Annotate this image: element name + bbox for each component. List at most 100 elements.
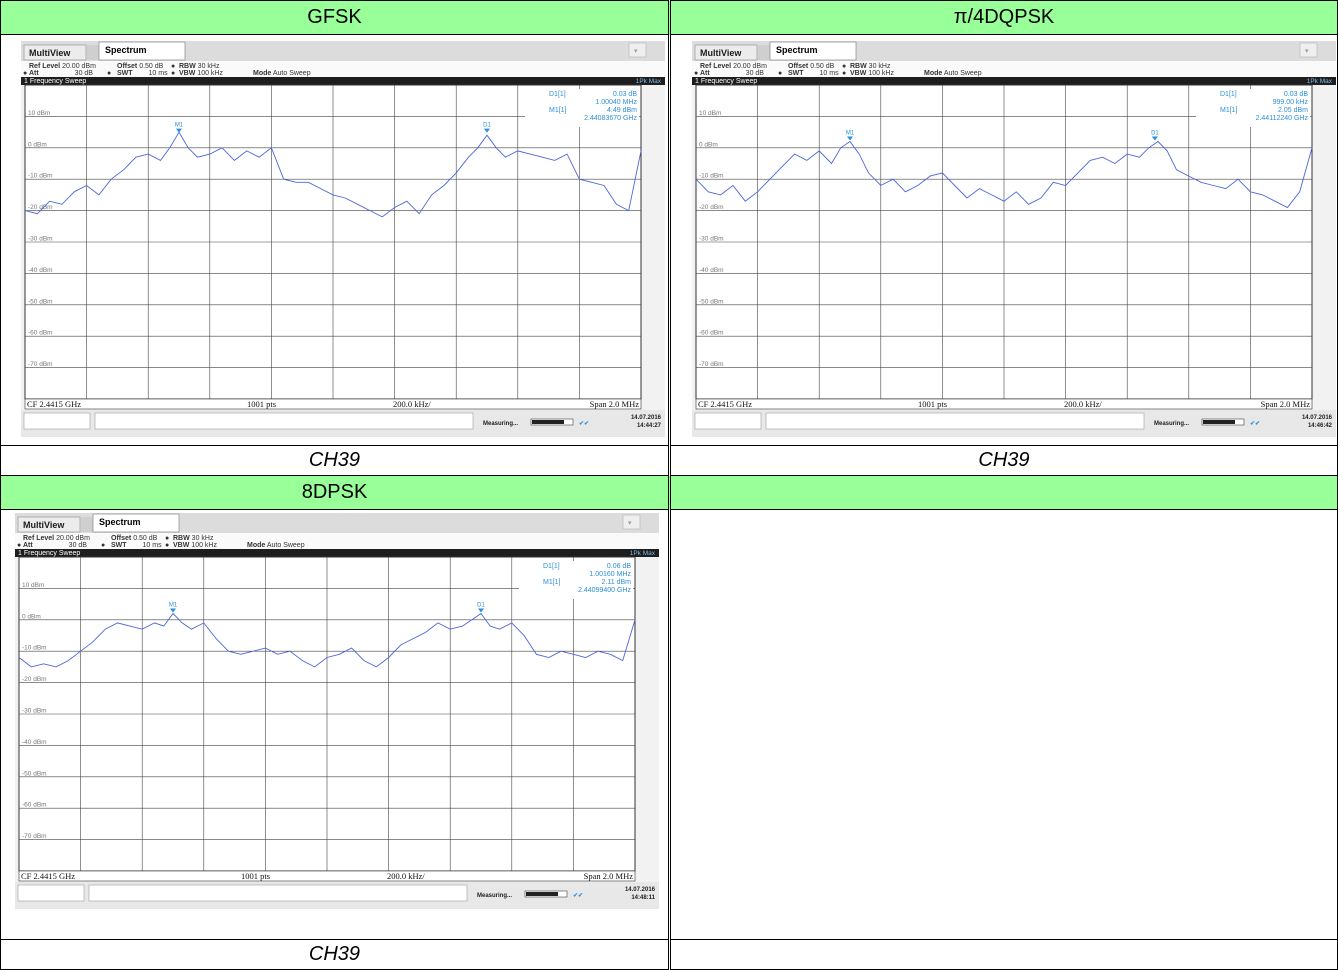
tab-spectrum-label: Spectrum xyxy=(99,517,141,527)
swt-value: 10 ms xyxy=(149,70,169,77)
marker-m1-label: M1 xyxy=(846,131,855,137)
marker-d1-label: D1 xyxy=(1151,131,1159,137)
mode-value: Auto Sweep xyxy=(267,542,305,549)
status-lxi-icon: ✔✔ xyxy=(1250,421,1260,427)
tab-spectrum[interactable] xyxy=(769,41,857,61)
svg-text:●: ● xyxy=(107,70,111,77)
mode-label: Mode xyxy=(247,542,265,549)
tab-bar: MultiView Spectrum ▾ xyxy=(15,513,659,533)
svg-text:●: ● xyxy=(842,70,846,77)
header-8dpsk: 8DPSK xyxy=(0,475,671,510)
chevron-down-icon: ▾ xyxy=(634,48,638,55)
att-label: Att xyxy=(700,70,710,77)
tab-spectrum-label: Spectrum xyxy=(105,45,147,55)
m1-readout-value: 4.49 dBm xyxy=(607,107,637,114)
status-time: 14:46:42 xyxy=(1308,423,1333,429)
y-tick-labels: 10 dBm 0 dBm -10 dBm -20 dBm -30 dBm -40 dBm -… xyxy=(699,110,724,368)
marker-readout: D1[1] 0.06 dB 1.00160 MHz M1[1] 2.11 dBm… xyxy=(519,561,633,599)
svg-text:Mode Auto Sweep: Mode Auto Sweep xyxy=(253,70,311,77)
status-field-left xyxy=(23,412,91,430)
d1-readout-label: D1[1] xyxy=(549,91,566,98)
vbw-label: VBW xyxy=(173,542,190,549)
tab-multiview[interactable] xyxy=(17,516,81,533)
caption-pi4dqpsk: CH39 xyxy=(669,445,1338,476)
status-bar: Measuring... ✔✔ 14.07.2016 14:48:11 xyxy=(15,882,659,909)
measuring-status: Measuring... xyxy=(477,893,512,899)
tab-grid-icon xyxy=(81,517,93,532)
tab-multiview-label: MultiView xyxy=(29,48,71,58)
vbw-label: VBW xyxy=(179,70,196,77)
d1-readout-value: 0.03 dB xyxy=(1284,91,1308,98)
y-tick-label: 10 dBm xyxy=(22,582,44,589)
dropdown-button[interactable] xyxy=(622,514,641,530)
measuring-status: Measuring... xyxy=(1154,421,1189,427)
offset-label: Offset xyxy=(788,63,809,70)
trace-label: 1Pk Max xyxy=(636,78,662,85)
tab-grid-icon xyxy=(758,45,770,60)
trace-label: 1Pk Max xyxy=(1307,78,1333,85)
dropdown-button[interactable] xyxy=(1299,42,1318,58)
y-tick-label: -30 dBm xyxy=(22,708,47,715)
y-tick-label: -60 dBm xyxy=(699,330,724,337)
svg-text:●: ● xyxy=(165,535,169,542)
span: Span 2.0 MHz xyxy=(1261,399,1311,409)
swt-label: SWT xyxy=(111,542,127,549)
rbw-value: 30 kHz xyxy=(869,63,891,70)
y-tick-label: -40 dBm xyxy=(22,739,47,746)
marker-d1-label: D1 xyxy=(483,123,491,129)
sweep-title-bar xyxy=(21,77,665,85)
svg-text:SWT 10 ms: SWT 10 ms xyxy=(788,70,839,77)
tab-multiview[interactable] xyxy=(23,44,87,61)
vbw-value: 100 kHz xyxy=(868,70,894,77)
cell-gfsk-plot: MultiView Spectrum ▾ Ref Level 20.00 dBm… xyxy=(0,34,671,446)
tab-spectrum[interactable] xyxy=(98,41,186,61)
d1-readout-label: D1[1] xyxy=(1220,91,1237,98)
caption-empty xyxy=(669,939,1338,970)
att-label: Att xyxy=(23,542,33,549)
svg-text:●: ● xyxy=(17,542,21,549)
sweep-title: 1 Frequency Sweep xyxy=(695,78,757,85)
progress-bar-fill xyxy=(1203,420,1235,424)
m1-readout-label: M1[1] xyxy=(543,579,561,586)
y-tick-label: -60 dBm xyxy=(28,330,53,337)
tab-grid-icon xyxy=(87,45,99,60)
marker-d1: D1 xyxy=(483,123,491,133)
att-value: 30 dB xyxy=(69,542,88,549)
swt-label: SWT xyxy=(788,70,804,77)
marker-m1-triangle xyxy=(176,128,182,133)
status-lxi-icon: ✔✔ xyxy=(579,421,589,427)
svg-text:Mode Auto Sweep: Mode Auto Sweep xyxy=(924,70,982,77)
d1-readout-value: 0.03 dB xyxy=(613,91,637,98)
svg-text:●: ● xyxy=(23,70,27,77)
d1-readout-freq: 1.00040 MHz xyxy=(595,99,637,106)
d1-readout-freq: 999.00 kHz xyxy=(1273,99,1309,106)
svg-text:Offset 0.50 dB: Offset 0.50 dB xyxy=(788,63,835,70)
m1-readout-label: M1[1] xyxy=(1220,107,1238,114)
division-width: 200.0 kHz/ xyxy=(1064,399,1102,409)
svg-text:Ref Level 20.00 dBm: Ref Level 20.00 dBm xyxy=(700,63,767,70)
m1-readout-freq: 2.44083670 GHz xyxy=(584,115,637,122)
ref-level-label: Ref Level xyxy=(23,535,54,542)
measuring-status: Measuring... xyxy=(483,421,518,427)
trace-line xyxy=(695,140,1313,209)
rbw-value: 30 kHz xyxy=(198,63,220,70)
tab-spectrum[interactable] xyxy=(92,513,180,533)
marker-m1-triangle xyxy=(847,136,853,141)
dropdown-button[interactable] xyxy=(628,42,647,58)
span: Span 2.0 MHz xyxy=(584,871,634,881)
y-tick-label: -70 dBm xyxy=(22,833,47,840)
y-tick-label: -10 dBm xyxy=(699,173,724,180)
swt-value: 10 ms xyxy=(820,70,840,77)
horizontal-gridlines xyxy=(25,116,641,368)
d1-readout-value: 0.06 dB xyxy=(607,563,631,570)
svg-text:Offset 0.50 dB: Offset 0.50 dB xyxy=(111,535,158,542)
svg-text:Att 30 dB: Att 30 dB xyxy=(23,542,87,549)
spectrum-screenshot-2: MultiView Spectrum ▾ Ref Level 20.00 dBm… xyxy=(15,513,659,909)
status-time: 14:48:11 xyxy=(631,895,655,901)
rbw-label: RBW xyxy=(179,63,196,70)
sweep-points: 1001 pts xyxy=(247,399,276,409)
y-tick-label: 10 dBm xyxy=(699,110,721,117)
y-tick-label: -30 dBm xyxy=(699,236,724,243)
tab-multiview[interactable] xyxy=(694,44,758,61)
